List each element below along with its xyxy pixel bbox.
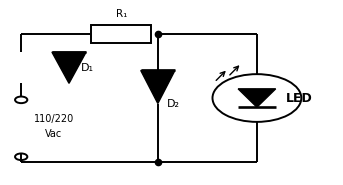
Text: 110/220: 110/220 (34, 114, 74, 124)
Text: D₂: D₂ (167, 99, 180, 109)
Text: R₁: R₁ (116, 9, 128, 18)
Text: D₁: D₁ (81, 63, 94, 73)
Polygon shape (141, 70, 175, 104)
Polygon shape (52, 52, 86, 83)
Text: Vac: Vac (45, 129, 62, 139)
Text: LED: LED (286, 92, 313, 105)
Polygon shape (238, 89, 276, 107)
FancyBboxPatch shape (91, 25, 151, 43)
